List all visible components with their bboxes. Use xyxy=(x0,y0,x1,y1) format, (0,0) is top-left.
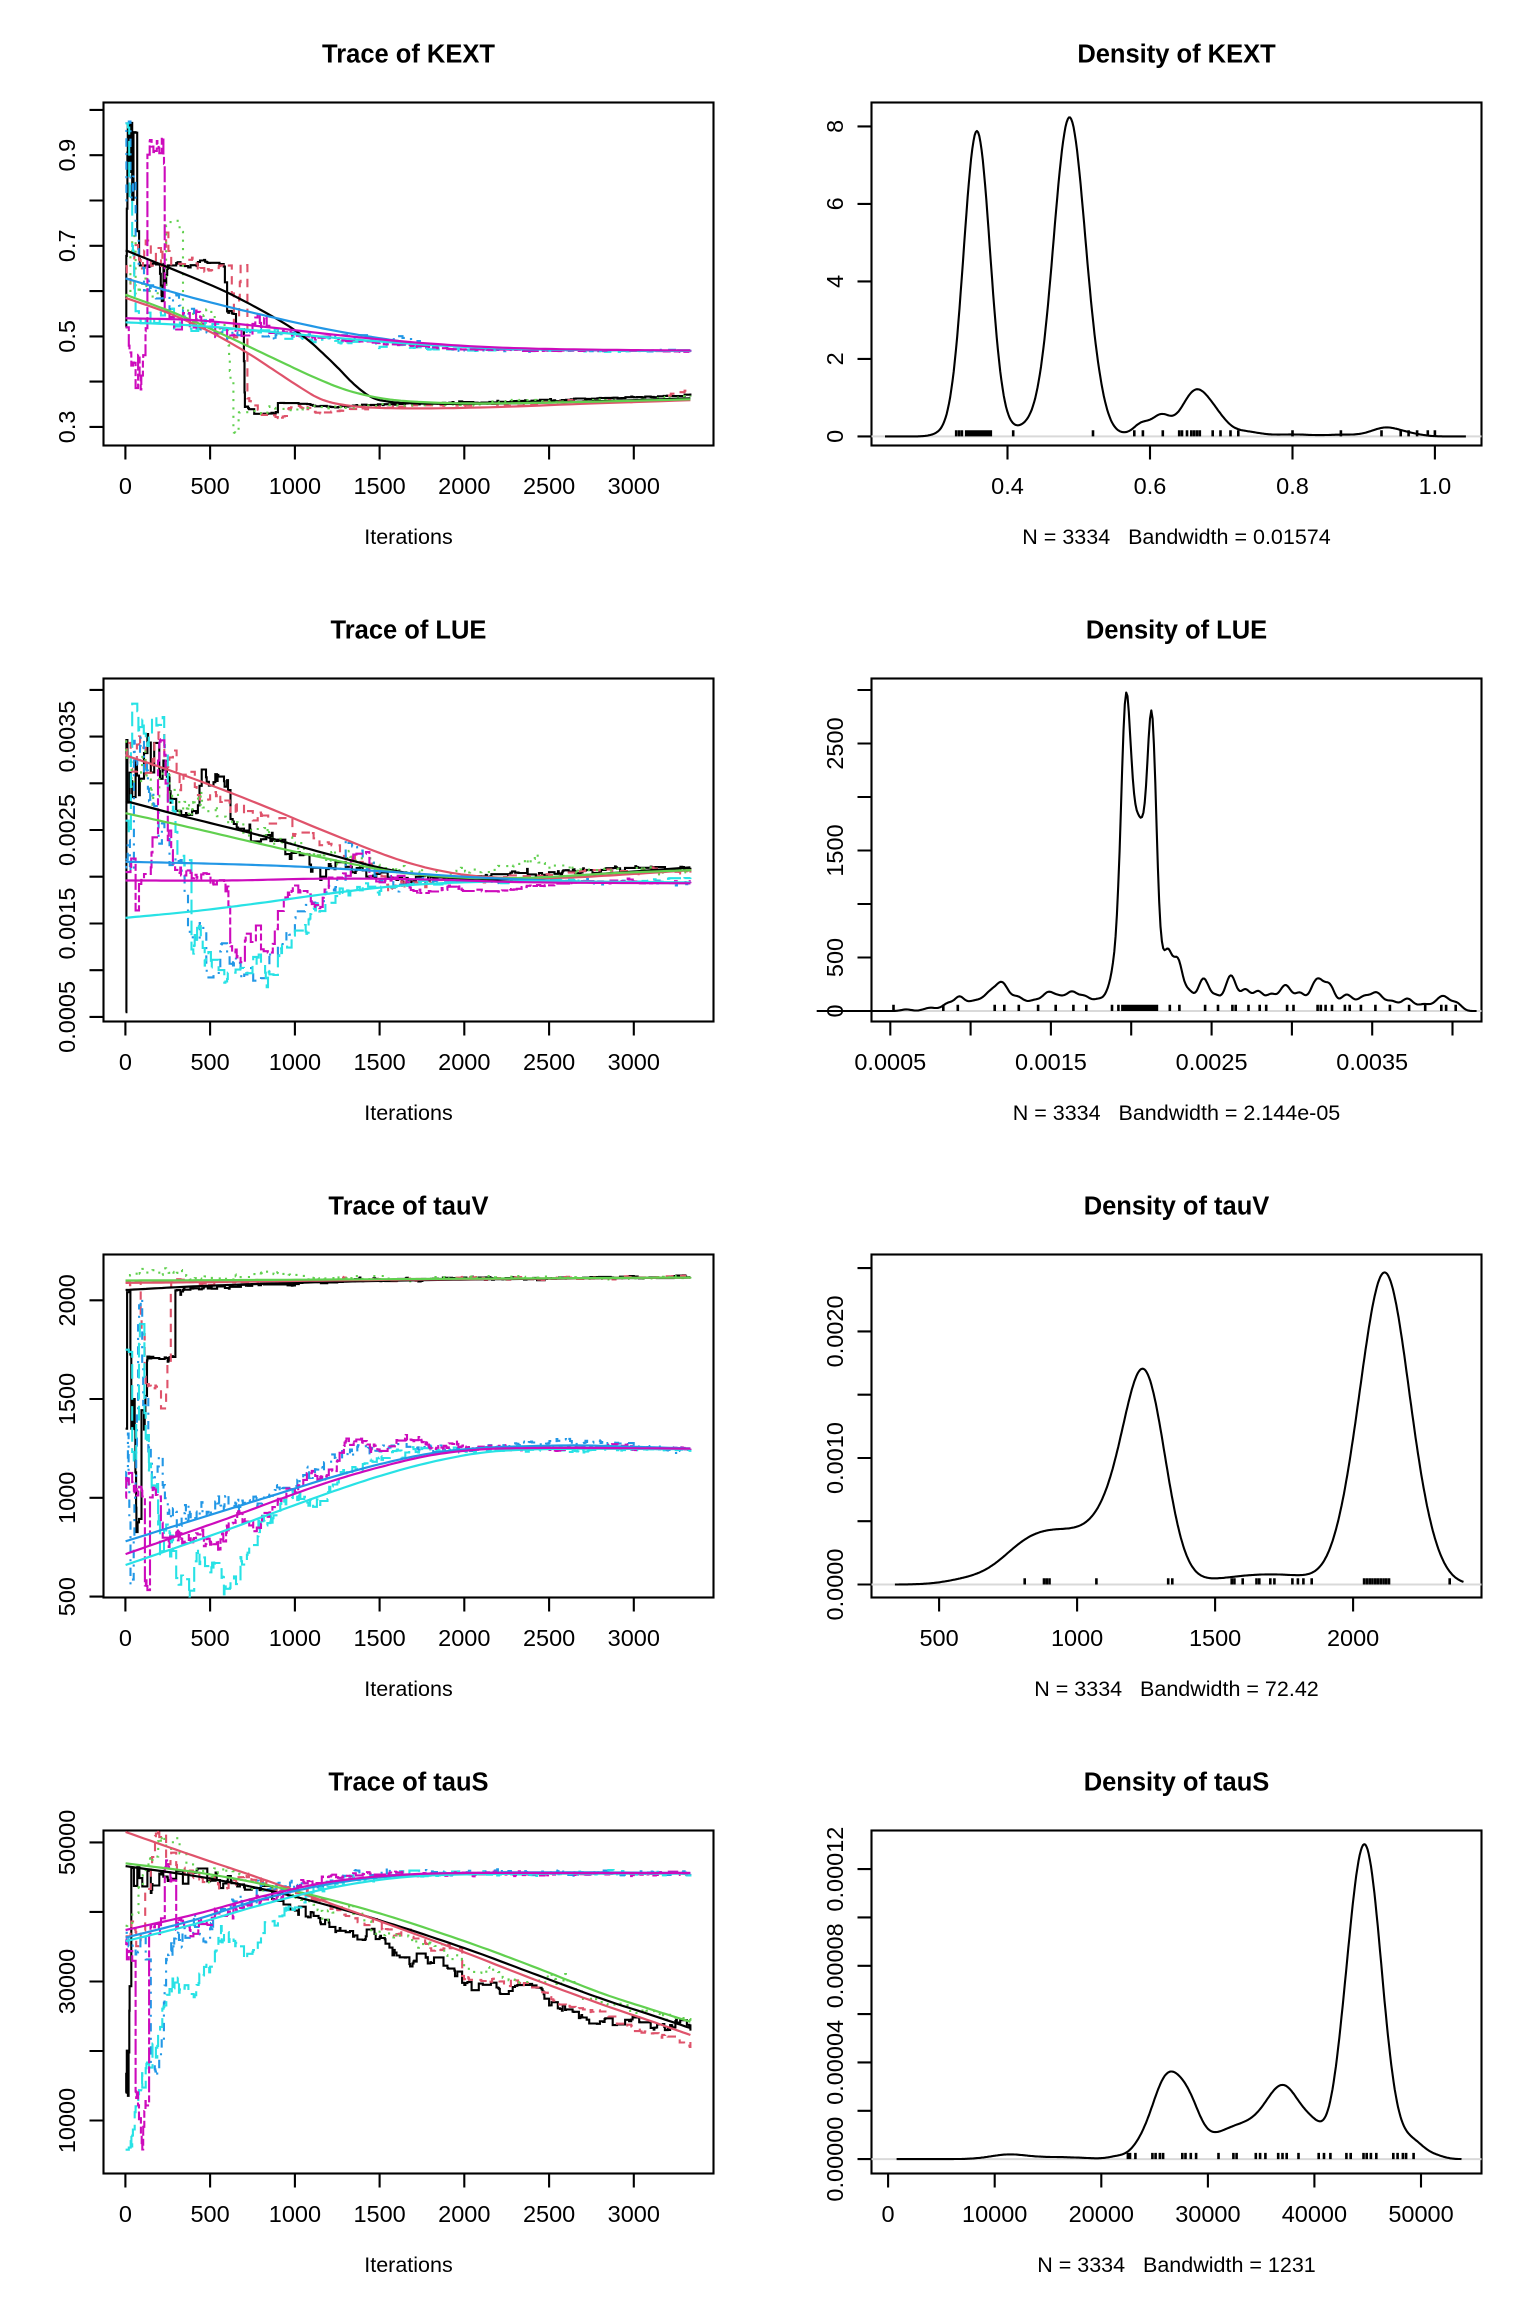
svg-text:Trace of LUE: Trace of LUE xyxy=(331,617,487,645)
svg-text:2500: 2500 xyxy=(523,1625,575,1651)
svg-text:Trace of tauV: Trace of tauV xyxy=(328,1193,488,1221)
svg-text:2500: 2500 xyxy=(523,1049,575,1075)
svg-text:N = 3334 Bandwidth = 1231: N = 3334 Bandwidth = 1231 xyxy=(1037,2253,1316,2277)
svg-text:0.0025: 0.0025 xyxy=(1176,1049,1248,1075)
svg-text:0.00012: 0.00012 xyxy=(822,1827,848,1912)
svg-text:4: 4 xyxy=(822,275,848,288)
svg-text:0.6: 0.6 xyxy=(1134,473,1167,499)
svg-text:40000: 40000 xyxy=(1282,2201,1347,2227)
svg-text:0.0035: 0.0035 xyxy=(54,701,80,773)
svg-text:0: 0 xyxy=(882,2201,895,2227)
svg-text:2000: 2000 xyxy=(438,2201,490,2227)
svg-text:1500: 1500 xyxy=(353,1625,405,1651)
svg-text:50000: 50000 xyxy=(54,1810,80,1875)
svg-text:1000: 1000 xyxy=(54,1472,80,1524)
svg-text:N = 3334 Bandwidth = 72.42: N = 3334 Bandwidth = 72.42 xyxy=(1034,1677,1319,1701)
svg-text:0.0025: 0.0025 xyxy=(54,794,80,866)
svg-text:1500: 1500 xyxy=(54,1373,80,1425)
svg-text:1000: 1000 xyxy=(269,1049,321,1075)
svg-text:2000: 2000 xyxy=(438,473,490,499)
svg-text:500: 500 xyxy=(190,473,229,499)
svg-text:0: 0 xyxy=(119,2201,132,2227)
svg-text:2000: 2000 xyxy=(438,1625,490,1651)
svg-text:0.4: 0.4 xyxy=(991,473,1024,499)
svg-text:0: 0 xyxy=(119,1625,132,1651)
svg-text:1500: 1500 xyxy=(353,2201,405,2227)
svg-text:1000: 1000 xyxy=(1051,1625,1103,1651)
svg-text:1500: 1500 xyxy=(353,473,405,499)
svg-text:0.0035: 0.0035 xyxy=(1336,1049,1408,1075)
svg-text:N = 3334 Bandwidth = 2.144e-: N = 3334 Bandwidth = 2.144e-05 xyxy=(1013,1101,1341,1125)
svg-text:0.0010: 0.0010 xyxy=(822,1422,848,1494)
svg-text:1000: 1000 xyxy=(269,1625,321,1651)
svg-text:30000: 30000 xyxy=(54,1949,80,2014)
svg-text:Trace of KEXT: Trace of KEXT xyxy=(322,41,495,69)
svg-text:2000: 2000 xyxy=(1327,1625,1379,1651)
svg-text:0.8: 0.8 xyxy=(1276,473,1309,499)
svg-text:Density of LUE: Density of LUE xyxy=(1086,617,1267,645)
svg-text:1.0: 1.0 xyxy=(1419,473,1452,499)
svg-text:0.5: 0.5 xyxy=(54,320,80,353)
svg-text:0: 0 xyxy=(822,430,848,443)
svg-text:500: 500 xyxy=(54,1577,80,1616)
svg-text:2500: 2500 xyxy=(822,717,848,769)
svg-text:10000: 10000 xyxy=(962,2201,1027,2227)
svg-text:Density of KEXT: Density of KEXT xyxy=(1077,41,1276,69)
svg-text:500: 500 xyxy=(190,1049,229,1075)
svg-text:Iterations: Iterations xyxy=(364,1677,452,1701)
svg-text:0.0005: 0.0005 xyxy=(854,1049,926,1075)
svg-text:1500: 1500 xyxy=(822,824,848,876)
svg-text:Iterations: Iterations xyxy=(364,1101,452,1125)
svg-text:0.0015: 0.0015 xyxy=(54,888,80,960)
svg-text:3000: 3000 xyxy=(608,473,660,499)
svg-text:0.00004: 0.00004 xyxy=(822,2020,848,2105)
svg-text:Trace of tauS: Trace of tauS xyxy=(328,1769,488,1797)
svg-text:0.0005: 0.0005 xyxy=(54,981,80,1053)
svg-text:0.0015: 0.0015 xyxy=(1015,1049,1087,1075)
svg-text:1500: 1500 xyxy=(353,1049,405,1075)
svg-text:500: 500 xyxy=(190,1625,229,1651)
svg-text:Density of tauV: Density of tauV xyxy=(1084,1193,1270,1221)
svg-text:0: 0 xyxy=(119,1049,132,1075)
svg-text:50000: 50000 xyxy=(1388,2201,1453,2227)
svg-text:3000: 3000 xyxy=(608,1049,660,1075)
svg-text:0.7: 0.7 xyxy=(54,229,80,262)
svg-text:8: 8 xyxy=(822,120,848,133)
svg-text:Density of tauS: Density of tauS xyxy=(1084,1769,1270,1797)
svg-text:2000: 2000 xyxy=(54,1274,80,1326)
svg-text:0.0020: 0.0020 xyxy=(822,1295,848,1367)
svg-text:20000: 20000 xyxy=(1069,2201,1134,2227)
svg-text:0: 0 xyxy=(119,473,132,499)
svg-text:1500: 1500 xyxy=(1189,1625,1241,1651)
svg-text:2500: 2500 xyxy=(523,473,575,499)
svg-text:3000: 3000 xyxy=(608,2201,660,2227)
svg-text:3000: 3000 xyxy=(608,1625,660,1651)
svg-text:0.00008: 0.00008 xyxy=(822,1923,848,2008)
svg-text:Iterations: Iterations xyxy=(364,2253,452,2277)
svg-text:N = 3334 Bandwidth = 0.01574: N = 3334 Bandwidth = 0.01574 xyxy=(1022,525,1330,549)
svg-text:500: 500 xyxy=(190,2201,229,2227)
svg-text:6: 6 xyxy=(822,197,848,210)
svg-text:500: 500 xyxy=(822,938,848,977)
svg-text:30000: 30000 xyxy=(1175,2201,1240,2227)
svg-text:500: 500 xyxy=(919,1625,958,1651)
svg-text:0.0000: 0.0000 xyxy=(822,1549,848,1621)
svg-text:2000: 2000 xyxy=(438,1049,490,1075)
svg-text:0.9: 0.9 xyxy=(54,139,80,172)
svg-text:0.3: 0.3 xyxy=(54,411,80,444)
svg-text:10000: 10000 xyxy=(54,2088,80,2153)
svg-text:2: 2 xyxy=(822,352,848,365)
svg-text:1000: 1000 xyxy=(269,2201,321,2227)
svg-text:2500: 2500 xyxy=(523,2201,575,2227)
svg-text:0.00000: 0.00000 xyxy=(822,2117,848,2202)
svg-text:1000: 1000 xyxy=(269,473,321,499)
svg-text:Iterations: Iterations xyxy=(364,525,452,549)
